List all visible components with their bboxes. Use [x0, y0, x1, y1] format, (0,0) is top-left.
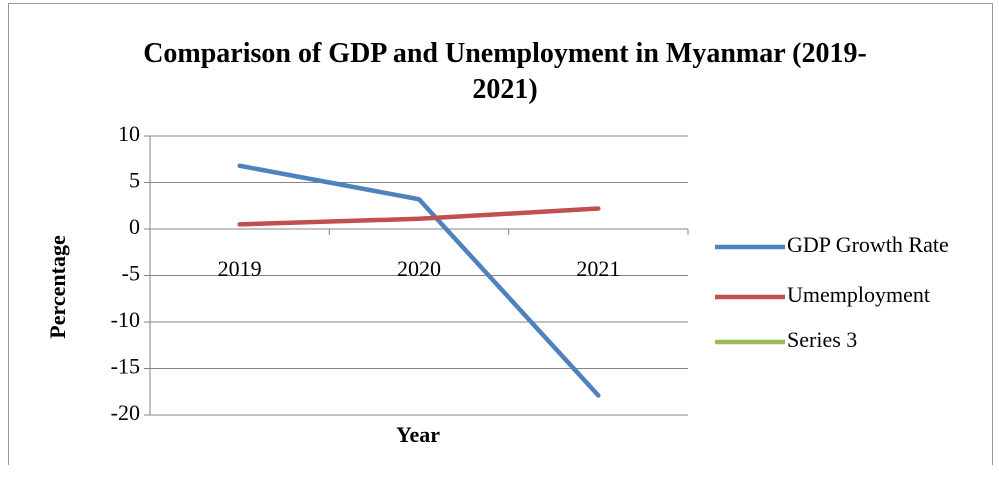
series-line	[237, 206, 601, 227]
y-tick-label: -15	[111, 354, 140, 379]
y-tick-label: -10	[111, 307, 140, 332]
chart-title: Comparison of GDP and Unemployment in My…	[143, 38, 867, 105]
y-tick-label: 10	[118, 121, 140, 146]
y-tick-label: -20	[111, 400, 140, 425]
legend-label: Umemployment	[787, 282, 930, 307]
y-tick-label: -5	[122, 261, 140, 286]
x-tick-label: 2020	[397, 256, 441, 281]
legend-label: Series 3	[787, 327, 857, 352]
x-tick-label: 2021	[576, 256, 620, 281]
y-axis-label: Percentage	[45, 235, 70, 339]
y-tick-label: 5	[129, 168, 140, 193]
x-tick-label: 2019	[218, 256, 262, 281]
series-line	[237, 163, 601, 398]
chart-border	[8, 3, 993, 465]
x-axis-label: Year	[396, 422, 440, 447]
legend-label: GDP Growth Rate	[787, 232, 949, 257]
y-tick-label: 0	[129, 214, 140, 239]
